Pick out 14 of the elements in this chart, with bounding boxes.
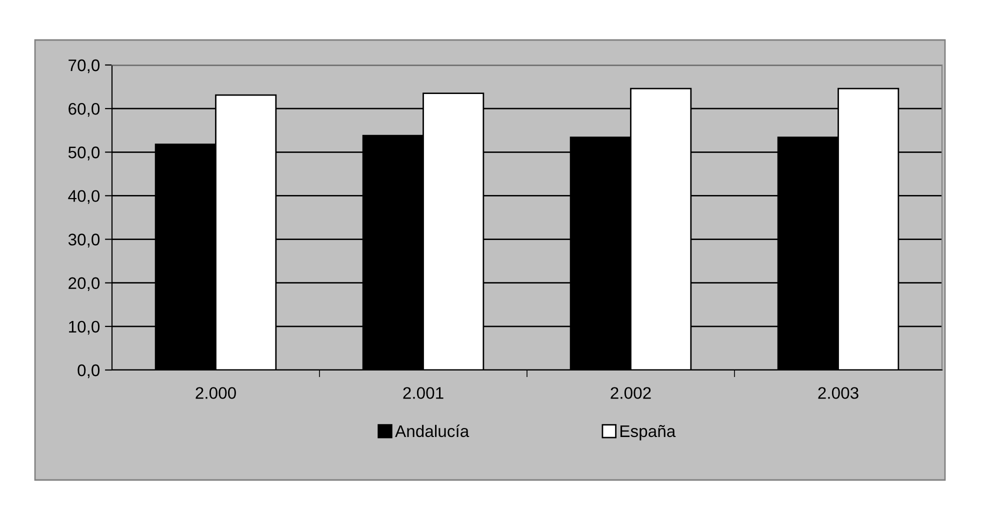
x-tick-label: 2.001	[403, 387, 444, 399]
y-tick-label: 0,0	[78, 364, 100, 378]
y-tick-label: 30,0	[68, 234, 100, 248]
legend-label: Andalucía	[395, 424, 470, 438]
y-tick-label: 10,0	[69, 320, 100, 335]
y-tick-label: 50,0	[68, 146, 100, 160]
y-tick-label: 40,0	[68, 190, 100, 204]
x-tick-label: 2.003	[818, 387, 858, 399]
y-tick-label: 60,0	[68, 102, 100, 117]
y-tick-label: 20,0	[68, 277, 100, 292]
legend-label: España	[620, 424, 676, 440]
x-tick-label: 2.000	[196, 387, 236, 399]
x-tick-label: 2.002	[610, 387, 651, 399]
y-tick-label: 70,0	[68, 59, 100, 74]
